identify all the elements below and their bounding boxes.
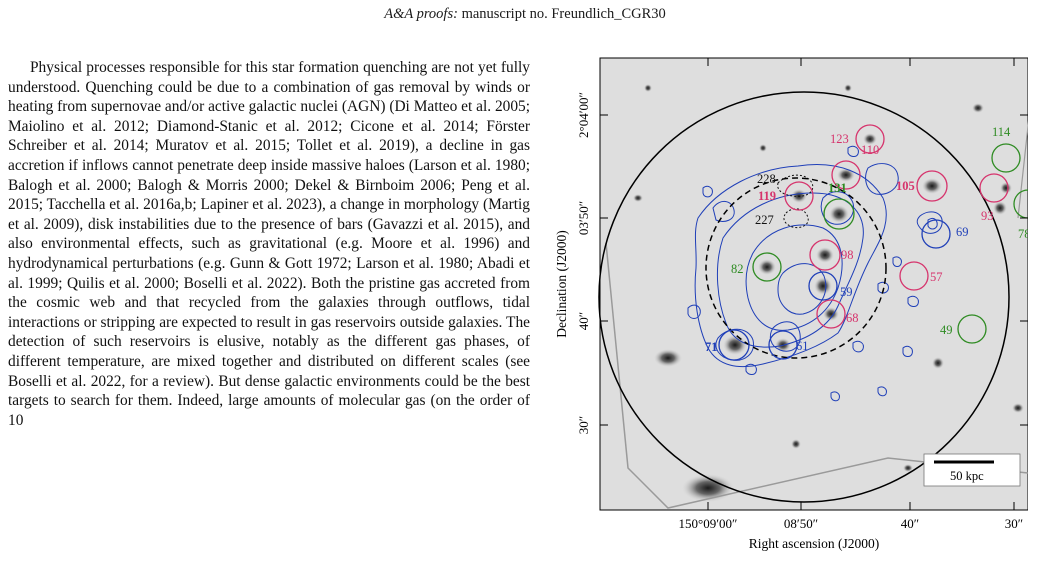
dotted-contours [777, 174, 814, 229]
label-98: 98 [841, 248, 854, 262]
label-227: 227 [755, 213, 774, 227]
x-tick-label: 30″ [1005, 516, 1023, 531]
label-57: 57 [930, 270, 943, 284]
label-228: 228 [757, 172, 776, 186]
body-column: Physical processes responsible for this … [8, 58, 530, 430]
x-axis-label: Right ascension (J2000) [749, 536, 880, 551]
body-paragraph: Physical processes responsible for this … [8, 59, 530, 429]
label-119: 119 [758, 189, 776, 203]
x-tick-label: 40″ [901, 516, 919, 531]
y-tick-label: 30″ [576, 416, 591, 434]
label-78: 78 [1018, 227, 1028, 241]
label-110: 110 [861, 143, 879, 157]
image-panel [599, 57, 1028, 511]
sky-map-figure: 123 110 114 105 93 78 69 228 119 131 227… [554, 57, 1028, 551]
label-105: 105 [896, 179, 915, 193]
axis-ticks [600, 58, 1028, 510]
blue-circles [718, 219, 951, 361]
scale-bar-label: 50 kpc [950, 469, 984, 483]
x-tick-label: 150°09′00″ [679, 516, 738, 531]
label-123: 123 [830, 132, 849, 146]
contour-lines [687, 145, 943, 402]
label-49: 49 [940, 323, 953, 337]
label-59: 59 [840, 285, 853, 299]
manuscript-id: manuscript no. Freundlich_CGR30 [461, 6, 666, 22]
label-71: 71 [705, 340, 718, 354]
outer-circle [598, 91, 1010, 503]
label-69: 69 [956, 225, 969, 239]
journal-name: A&A proofs: [384, 6, 458, 22]
y-tick-label: 40″ [576, 312, 591, 330]
label-93: 93 [981, 209, 994, 223]
label-61: 61 [796, 339, 809, 353]
y-axis-label: Declination (J2000) [554, 230, 569, 338]
running-header: A&A proofs: manuscript no. Freundlich_CG… [0, 6, 1050, 23]
label-68: 68 [846, 311, 859, 325]
member-galaxies [723, 133, 1012, 355]
label-82: 82 [731, 262, 744, 276]
scale-bar: 50 kpc [923, 453, 1021, 487]
inner-dashed-circle [705, 177, 887, 359]
y-tick-label: 03′50″ [576, 201, 591, 235]
green-circles [752, 143, 1028, 344]
label-114: 114 [992, 125, 1011, 139]
label-131: 131 [828, 181, 847, 195]
pink-circles [784, 124, 1009, 329]
x-tick-label: 08′50″ [784, 516, 818, 531]
y-tick-label: 2°04′00″ [576, 92, 591, 138]
